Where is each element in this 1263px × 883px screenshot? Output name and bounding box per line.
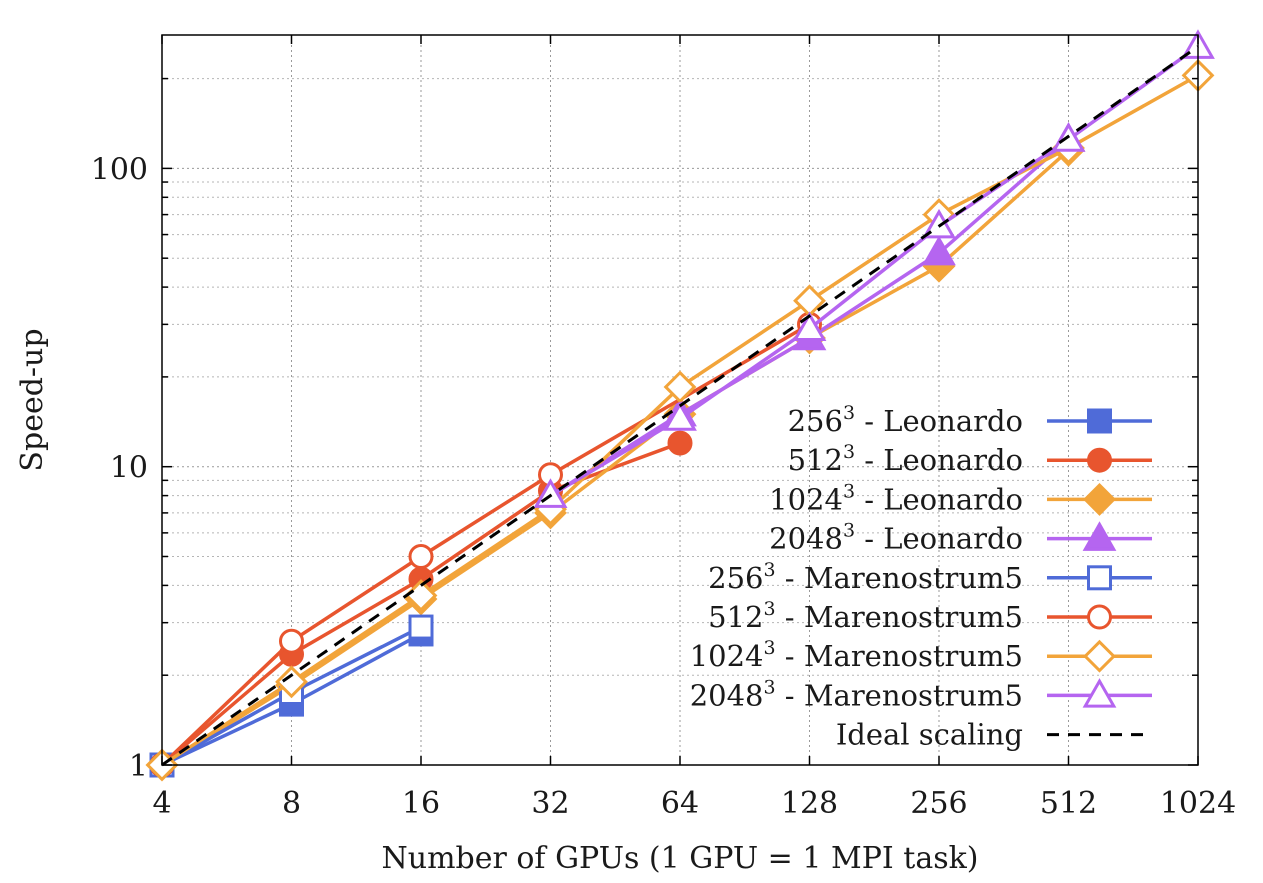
x-tick-label: 8 — [282, 786, 301, 821]
legend-entry: 20483 - Marenostrum5 — [690, 676, 1152, 712]
legend-label: Ideal scaling — [836, 718, 1023, 752]
legend-entry: Ideal scaling — [836, 718, 1152, 752]
legend-label-suffix: - Marenostrum5 — [776, 639, 1023, 673]
data-point — [663, 401, 697, 431]
x-axis-label: Number of GPUs (1 GPU = 1 MPI task) — [382, 841, 979, 876]
legend-label-base: 1024 — [769, 482, 843, 516]
legend-marker — [1087, 408, 1112, 434]
legend-marker — [1087, 604, 1112, 630]
legend-label-base: 512 — [788, 443, 843, 477]
legend-label-sup: 3 — [843, 520, 855, 542]
legend-label-suffix: - Marenostrum5 — [776, 678, 1023, 712]
x-tick-label: 256 — [910, 786, 967, 821]
legend-label-sup: 3 — [764, 598, 776, 620]
legend-label-base: Ideal scaling — [836, 718, 1023, 752]
data-point — [792, 311, 827, 341]
series-layer — [145, 29, 1215, 782]
legend-entry: 10243 - Leonardo — [769, 480, 1152, 516]
series-line — [161, 148, 1070, 767]
legend-label: 5123 - Marenostrum5 — [708, 598, 1023, 634]
data-point — [408, 543, 434, 569]
legend-label-suffix: - Marenostrum5 — [776, 600, 1023, 634]
legend-marker — [1083, 482, 1116, 516]
legend-marker — [1087, 447, 1112, 473]
x-tick-label: 4 — [152, 786, 171, 821]
legend-entry: 20483 - Leonardo — [769, 520, 1152, 556]
legend-label-sup: 3 — [843, 402, 855, 424]
legend-label: 20483 - Leonardo — [769, 520, 1023, 556]
x-tick-label: 128 — [781, 786, 838, 821]
legend-label-base: 512 — [708, 600, 763, 634]
legend-label-suffix: - Leonardo — [855, 482, 1023, 516]
x-tick-label: 64 — [661, 786, 699, 821]
y-tick-label: 10 — [110, 451, 148, 486]
data-point — [408, 614, 434, 640]
data-point — [275, 665, 308, 699]
y-tick-label: 1 — [129, 749, 148, 784]
legend-entry: 2563 - Leonardo — [788, 402, 1152, 438]
data-point — [667, 430, 693, 456]
x-tick-label: 512 — [1040, 786, 1097, 821]
data-point — [922, 235, 956, 266]
legend-label-sup: 3 — [764, 676, 776, 698]
legend-label: 5123 - Leonardo — [788, 441, 1023, 477]
legend-label-sup: 3 — [764, 637, 776, 659]
series-line — [161, 45, 1199, 767]
series-8 — [161, 45, 1199, 767]
legend-label-base: 256 — [788, 404, 843, 438]
legend-label-base: 1024 — [690, 639, 764, 673]
x-tick-label: 16 — [402, 786, 440, 821]
legend-marker — [1082, 521, 1117, 551]
legend-label-sup: 3 — [843, 480, 855, 502]
legend-label-base: 256 — [708, 561, 763, 595]
y-axis-label: Speed-up — [15, 328, 50, 471]
legend-label: 2563 - Leonardo — [788, 402, 1023, 438]
x-tick-label: 1024 — [1160, 786, 1236, 821]
legend-entry: 5123 - Leonardo — [788, 441, 1152, 477]
legend-entry: 2563 - Marenostrum5 — [708, 559, 1152, 595]
legend-marker — [1083, 639, 1116, 673]
legend-label: 10243 - Leonardo — [769, 480, 1023, 516]
legend-label-suffix: - Leonardo — [855, 404, 1023, 438]
legend-label: 10243 - Marenostrum5 — [690, 637, 1023, 673]
legend-label-base: 2048 — [690, 678, 764, 712]
y-tick-label: 100 — [91, 152, 148, 187]
legend-label-suffix: - Leonardo — [855, 522, 1023, 556]
legend-entry: 10243 - Marenostrum5 — [690, 637, 1152, 673]
legend-label-base: 2048 — [769, 522, 843, 556]
legend-label-sup: 3 — [843, 441, 855, 463]
legend-label-suffix: - Marenostrum5 — [776, 561, 1023, 595]
legend-label: 20483 - Marenostrum5 — [690, 676, 1023, 712]
legend-marker — [1082, 678, 1117, 708]
ticks: 4 8 16 32 64 128 256 512 1024 1 10 100 — [91, 35, 1236, 821]
legend-label-suffix: - Leonardo — [855, 443, 1023, 477]
legend-label: 2563 - Marenostrum5 — [708, 559, 1023, 595]
legend-label-sup: 3 — [764, 559, 776, 581]
legend-entry: 5123 - Marenostrum5 — [708, 598, 1152, 634]
x-tick-label: 32 — [531, 786, 569, 821]
data-point — [279, 628, 304, 654]
legend-marker — [1087, 565, 1112, 591]
series-line — [549, 45, 1200, 498]
